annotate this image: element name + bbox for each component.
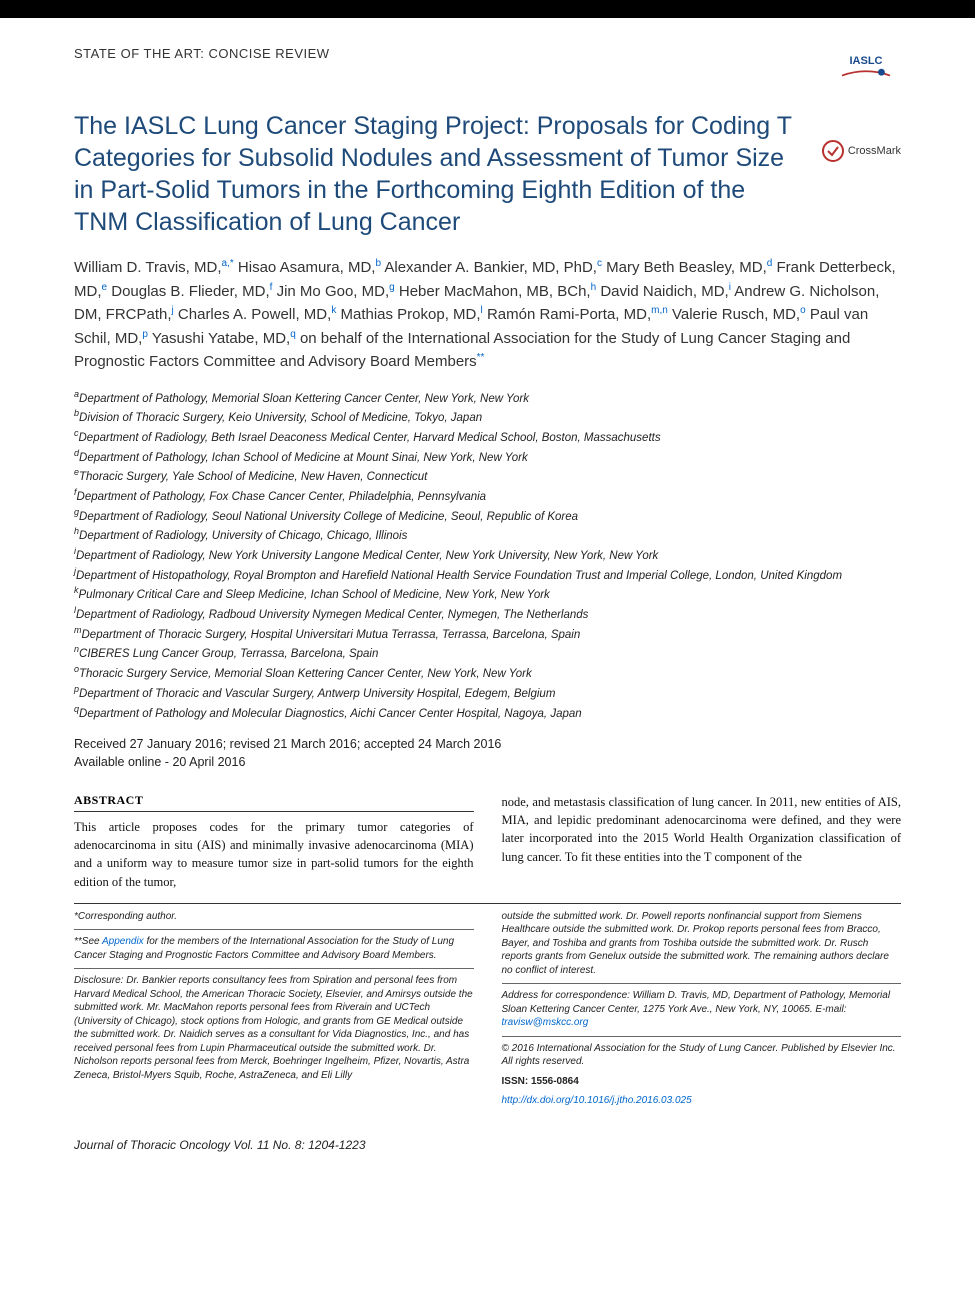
title-row: The IASLC Lung Cancer Staging Project: P…: [74, 110, 901, 256]
issn-note: ISSN: 1556-0864: [502, 1075, 902, 1089]
correspondence-text: Address for correspondence: William D. T…: [502, 990, 891, 1015]
correspondence-note: Address for correspondence: William D. T…: [502, 989, 902, 1030]
author-affil-sup: m,n: [651, 305, 668, 316]
iaslc-logo-text: IASLC: [850, 55, 883, 67]
affiliation-line: oThoracic Surgery Service, Memorial Sloa…: [74, 663, 901, 683]
footnotes-right-col: outside the submitted work. Dr. Powell r…: [502, 910, 902, 1114]
abstract-heading: ABSTRACT: [74, 793, 474, 812]
authors-tail-sup: **: [477, 352, 485, 363]
appendix-note: **See Appendix for the members of the In…: [74, 935, 474, 962]
author-affil-sup: a,*: [222, 258, 234, 269]
footnote-divider: [502, 1036, 902, 1037]
author: Heber MacMahon, MB, BCh,: [399, 283, 591, 300]
author-affil-sup: g: [389, 282, 395, 293]
correspondence-email[interactable]: travisw@mskcc.org: [502, 1017, 589, 1028]
author-affil-sup: c: [597, 258, 602, 269]
affiliation-line: pDepartment of Thoracic and Vascular Sur…: [74, 683, 901, 703]
author-affil-sup: p: [142, 329, 148, 340]
affiliation-line: jDepartment of Histopathology, Royal Bro…: [74, 565, 901, 585]
affiliation-line: aDepartment of Pathology, Memorial Sloan…: [74, 388, 901, 408]
author-affil-sup: e: [102, 282, 108, 293]
page-content: STATE OF THE ART: CONCISE REVIEW IASLC T…: [0, 46, 975, 1182]
affiliation-line: dDepartment of Pathology, Ichan School o…: [74, 447, 901, 467]
iaslc-swoosh-icon: [836, 67, 896, 79]
dates-online: Available online - 20 April 2016: [74, 754, 901, 772]
abstract-text-left: This article proposes codes for the prim…: [74, 818, 474, 891]
abstract-columns: ABSTRACT This article proposes codes for…: [74, 793, 901, 891]
author-affil-sup: d: [767, 258, 773, 269]
author: Mary Beth Beasley, MD,: [606, 259, 767, 276]
abstract-right-col: node, and metastasis classification of l…: [502, 793, 902, 891]
author-affil-sup: i: [729, 282, 731, 293]
affiliation-line: qDepartment of Pathology and Molecular D…: [74, 703, 901, 723]
crossmark-icon: [822, 140, 844, 162]
affiliation-line: lDepartment of Radiology, Radboud Univer…: [74, 604, 901, 624]
affiliations-block: aDepartment of Pathology, Memorial Sloan…: [74, 388, 901, 723]
author-affil-sup: h: [591, 282, 597, 293]
abstract-text-right: node, and metastasis classification of l…: [502, 793, 902, 866]
author: Valerie Rusch, MD,: [672, 306, 800, 323]
doi-link[interactable]: http://dx.doi.org/10.1016/j.jtho.2016.03…: [502, 1095, 692, 1106]
iaslc-logo: IASLC: [831, 46, 901, 88]
author: Hisao Asamura, MD,: [238, 259, 376, 276]
affiliation-line: bDivision of Thoracic Surgery, Keio Univ…: [74, 407, 901, 427]
appendix-link[interactable]: Appendix: [102, 936, 144, 947]
author-affil-sup: o: [800, 305, 806, 316]
header-row: STATE OF THE ART: CONCISE REVIEW IASLC: [74, 46, 901, 88]
dates-received: Received 27 January 2016; revised 21 Mar…: [74, 736, 901, 754]
author: Alexander A. Bankier, MD, PhD,: [384, 259, 597, 276]
journal-footer: Journal of Thoracic Oncology Vol. 11 No.…: [74, 1138, 901, 1152]
author: Douglas B. Flieder, MD,: [111, 283, 269, 300]
author: William D. Travis, MD,: [74, 259, 222, 276]
author: Jin Mo Goo, MD,: [277, 283, 390, 300]
dates-block: Received 27 January 2016; revised 21 Mar…: [74, 736, 901, 771]
author-affil-sup: k: [331, 305, 336, 316]
affiliation-line: cDepartment of Radiology, Beth Israel De…: [74, 427, 901, 447]
footnotes-columns: *Corresponding author. **See Appendix fo…: [74, 903, 901, 1114]
author: Yasushi Yatabe, MD,: [152, 330, 290, 347]
affiliation-line: eThoracic Surgery, Yale School of Medici…: [74, 466, 901, 486]
author-affil-sup: l: [481, 305, 483, 316]
affiliation-line: hDepartment of Radiology, University of …: [74, 525, 901, 545]
doi-note: http://dx.doi.org/10.1016/j.jtho.2016.03…: [502, 1094, 902, 1108]
author: Charles A. Powell, MD,: [178, 306, 331, 323]
disclosure-note-left: Disclosure: Dr. Bankier reports consulta…: [74, 974, 474, 1082]
top-black-bar: [0, 0, 975, 18]
affiliation-line: kPulmonary Critical Care and Sleep Medic…: [74, 584, 901, 604]
crossmark-badge[interactable]: CrossMark: [822, 140, 901, 162]
disclosure-note-right: outside the submitted work. Dr. Powell r…: [502, 910, 902, 978]
footnote-divider: [74, 929, 474, 930]
abstract-left-col: ABSTRACT This article proposes codes for…: [74, 793, 474, 891]
footnote-divider: [502, 983, 902, 984]
affiliation-line: iDepartment of Radiology, New York Unive…: [74, 545, 901, 565]
footnotes-left-col: *Corresponding author. **See Appendix fo…: [74, 910, 474, 1114]
footnote-divider: [74, 968, 474, 969]
author-affil-sup: b: [375, 258, 381, 269]
affiliation-line: mDepartment of Thoracic Surgery, Hospita…: [74, 624, 901, 644]
authors-block: William D. Travis, MD,a,* Hisao Asamura,…: [74, 256, 901, 374]
section-label: STATE OF THE ART: CONCISE REVIEW: [74, 46, 330, 61]
logo-area: IASLC: [831, 46, 901, 88]
copyright-note: © 2016 International Association for the…: [502, 1042, 902, 1069]
appendix-pre: **See: [74, 936, 102, 947]
author: David Naidich, MD,: [600, 283, 728, 300]
affiliation-line: gDepartment of Radiology, Seoul National…: [74, 506, 901, 526]
affiliation-line: fDepartment of Pathology, Fox Chase Canc…: [74, 486, 901, 506]
author-affil-sup: q: [290, 329, 296, 340]
article-title: The IASLC Lung Cancer Staging Project: P…: [74, 110, 802, 238]
author-affil-sup: f: [270, 282, 273, 293]
affiliation-line: nCIBERES Lung Cancer Group, Terrassa, Ba…: [74, 643, 901, 663]
corresponding-author-note: *Corresponding author.: [74, 910, 474, 924]
author: Mathias Prokop, MD,: [340, 306, 480, 323]
crossmark-label: CrossMark: [848, 145, 901, 157]
author: Ramón Rami-Porta, MD,: [487, 306, 651, 323]
author-affil-sup: j: [172, 305, 174, 316]
